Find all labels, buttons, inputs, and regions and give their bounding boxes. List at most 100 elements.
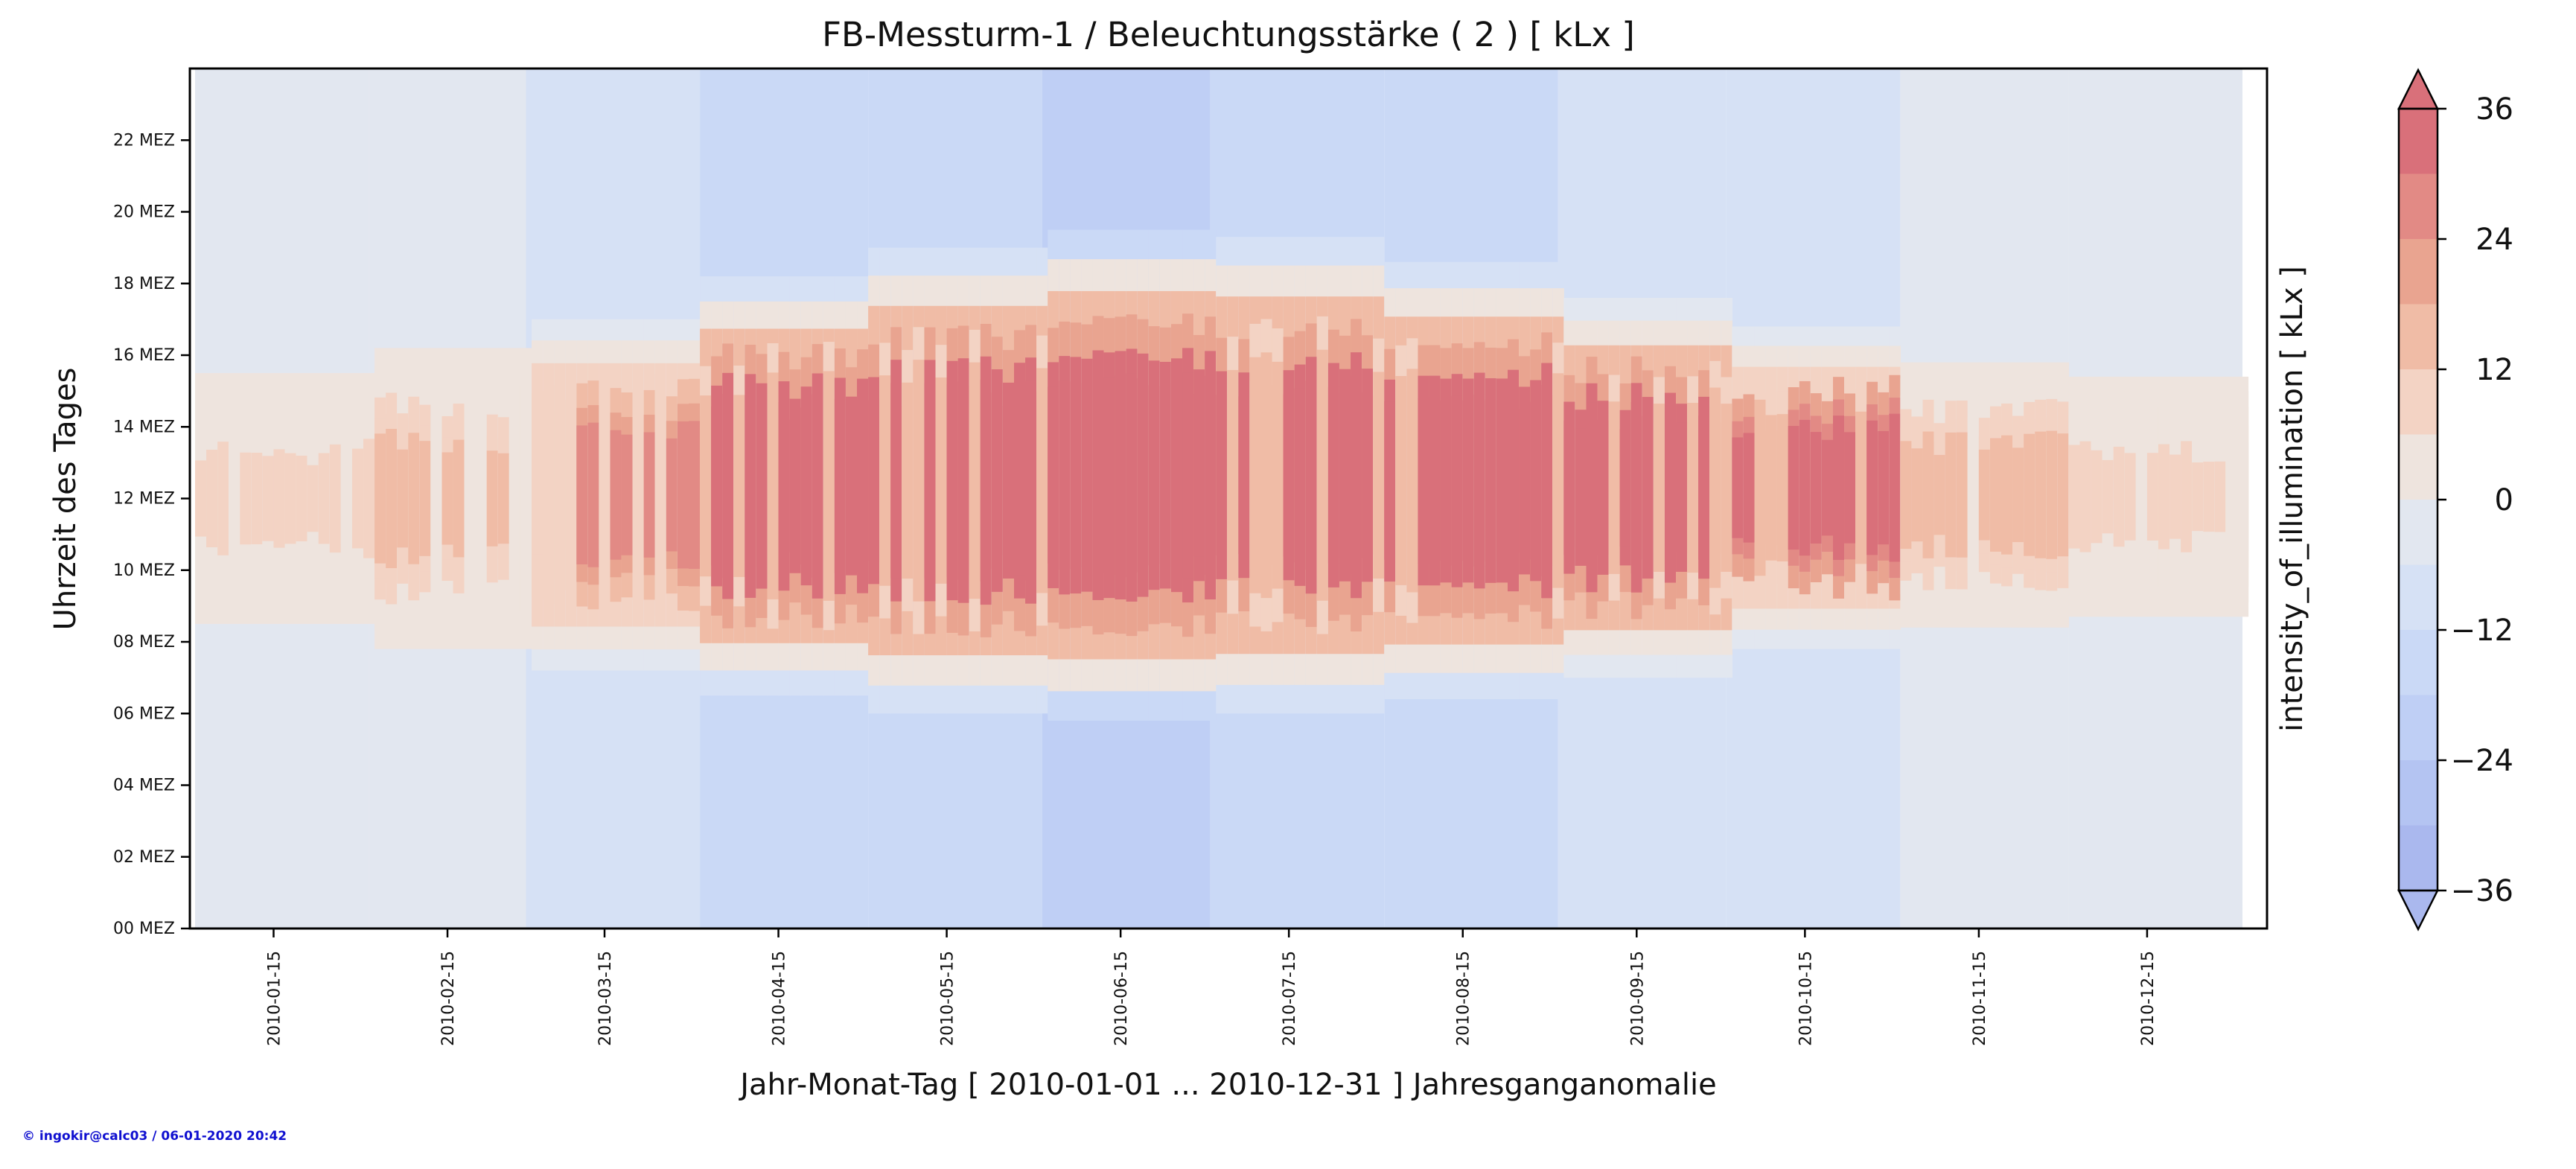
daytime-anomaly-stripe xyxy=(229,436,240,561)
daytime-anomaly-stripe xyxy=(1103,377,1116,574)
daytime-anomaly-stripe xyxy=(1327,386,1340,564)
daytime-anomaly-stripe xyxy=(1193,394,1205,557)
daytime-anomaly-stripe xyxy=(1496,400,1508,561)
daytime-anomaly-stripe xyxy=(1788,426,1800,550)
daytime-anomaly-stripe xyxy=(2079,441,2092,552)
daytime-anomaly-stripe xyxy=(654,415,667,574)
daytime-anomaly-stripe xyxy=(1260,376,1273,575)
daytime-anomaly-stripe xyxy=(1272,385,1284,565)
daytime-anomaly-stripe xyxy=(711,407,723,566)
daytime-anomaly-stripe xyxy=(2192,462,2204,532)
colorbar-segment xyxy=(2399,760,2438,826)
daytime-anomaly-stripe xyxy=(1810,432,1823,544)
daytime-anomaly-stripe xyxy=(812,394,824,578)
colorbar-segment xyxy=(2399,434,2438,500)
daytime-anomaly-stripe xyxy=(363,439,375,558)
daytime-anomaly-stripe xyxy=(532,436,543,555)
daytime-anomaly-stripe xyxy=(1238,396,1251,555)
daytime-anomaly-stripe xyxy=(1205,375,1217,576)
daytime-anomaly-stripe xyxy=(587,422,600,567)
colorbar-tick-label: 0 xyxy=(2495,483,2513,517)
y-tick-label: 18 MEZ xyxy=(113,275,175,293)
daytime-anomaly-stripe xyxy=(1339,392,1351,558)
daytime-anomaly-stripe xyxy=(1978,449,1991,541)
daytime-anomaly-stripe xyxy=(408,433,420,564)
daytime-anomaly-stripe xyxy=(1619,429,1632,547)
daytime-anomaly-stripe xyxy=(1092,375,1105,576)
y-tick-label: 02 MEZ xyxy=(113,848,175,867)
x-tick-label: 2010-04-15 xyxy=(771,951,789,1046)
daytime-anomaly-stripe xyxy=(935,401,948,561)
daytime-anomaly-stripe xyxy=(1351,376,1362,575)
daytime-anomaly-stripe xyxy=(767,393,780,579)
daytime-anomaly-stripe xyxy=(756,404,768,568)
daytime-anomaly-stripe xyxy=(1732,437,1744,538)
daytime-anomaly-stripe xyxy=(2237,454,2249,539)
daytime-anomaly-stripe xyxy=(1126,373,1138,578)
daytime-anomaly-stripe xyxy=(508,455,521,542)
daytime-anomaly-stripe xyxy=(1025,380,1037,581)
daytime-anomaly-stripe xyxy=(845,417,858,555)
daytime-anomaly-stripe xyxy=(2124,453,2137,541)
daytime-anomaly-stripe xyxy=(980,380,992,582)
daytime-anomaly-stripe xyxy=(1014,386,1026,576)
colorbar-label: intensity_of_illumination [ kLx ] xyxy=(2275,266,2309,732)
daytime-anomaly-stripe xyxy=(2012,447,2024,543)
daytime-anomaly-stripe xyxy=(307,465,319,532)
daytime-anomaly-stripes xyxy=(195,229,2249,721)
daytime-anomaly-stripe xyxy=(643,432,656,558)
colorbar-segment xyxy=(2399,500,2438,565)
x-tick-label: 2010-12-15 xyxy=(2139,951,2158,1046)
daytime-anomaly-stripe xyxy=(632,431,645,558)
y-tick-label: 22 MEZ xyxy=(113,131,175,150)
x-tick-label: 2010-09-15 xyxy=(1628,951,1647,1046)
daytime-anomaly-stripe xyxy=(296,456,308,541)
daytime-anomaly-stripe xyxy=(318,453,331,544)
daytime-anomaly-stripe xyxy=(1373,395,1385,555)
daytime-anomaly-stripe xyxy=(1530,401,1542,560)
daytime-anomaly-stripe xyxy=(386,428,398,569)
daytime-anomaly-stripe xyxy=(1508,392,1520,570)
daytime-anomaly-stripe xyxy=(1048,386,1059,564)
daytime-anomaly-stripe xyxy=(1743,433,1756,543)
y-tick-label: 16 MEZ xyxy=(113,346,175,365)
daytime-anomaly-stripe xyxy=(1249,380,1262,570)
daytime-anomaly-stripe xyxy=(2001,435,2013,555)
daytime-anomaly-stripe xyxy=(453,439,465,558)
daytime-anomaly-stripe xyxy=(1440,400,1453,561)
daytime-anomaly-stripe xyxy=(1081,383,1094,567)
daytime-anomaly-stripe xyxy=(1384,401,1396,560)
daytime-anomaly-stripe xyxy=(273,449,286,548)
daytime-anomaly-stripe xyxy=(520,453,532,544)
daytime-anomaly-stripe xyxy=(1754,415,1767,560)
y-tick-label: 04 MEZ xyxy=(113,777,175,795)
daytime-anomaly-stripe xyxy=(1799,419,1811,556)
chart-title: FB-Messturm-1 / Beleuchtungsstärke ( 2 )… xyxy=(822,15,1635,54)
daytime-anomaly-stripe xyxy=(991,392,1004,569)
daytime-anomaly-stripe xyxy=(329,444,342,553)
x-tick-label: 2010-02-15 xyxy=(439,951,458,1046)
daytime-anomaly-stripe xyxy=(1967,448,1980,541)
daytime-anomaly-stripe xyxy=(1473,394,1486,567)
daytime-anomaly-stripe xyxy=(879,398,891,563)
x-tick-label: 2010-10-15 xyxy=(1796,951,1815,1046)
daytime-anomaly-stripe xyxy=(1170,383,1183,568)
daytime-anomaly-stripe xyxy=(1362,392,1374,558)
daytime-anomaly-stripe xyxy=(1115,375,1127,576)
x-tick-label: 2010-11-15 xyxy=(1971,951,1989,1046)
daytime-anomaly-stripe xyxy=(1541,384,1553,577)
daytime-anomaly-stripe xyxy=(599,441,611,549)
daytime-anomaly-stripe xyxy=(666,438,678,552)
daytime-anomaly-stripe xyxy=(733,415,745,556)
colorbar-segment xyxy=(2399,564,2438,631)
daytime-anomaly-stripe xyxy=(1956,432,1968,558)
daytime-anomaly-stripe xyxy=(1709,407,1721,570)
daytime-anomaly-stripe xyxy=(1765,431,1778,545)
colorbar-tick-label: 12 xyxy=(2475,353,2513,387)
daytime-anomaly-stripe xyxy=(1597,419,1610,556)
daytime-anomaly-stripe xyxy=(1059,380,1071,570)
daytime-anomaly-stripe xyxy=(2181,441,2193,552)
y-tick-label: 10 MEZ xyxy=(113,561,175,580)
daytime-anomaly-stripe xyxy=(340,453,353,544)
daytime-anomaly-stripe xyxy=(823,392,835,580)
